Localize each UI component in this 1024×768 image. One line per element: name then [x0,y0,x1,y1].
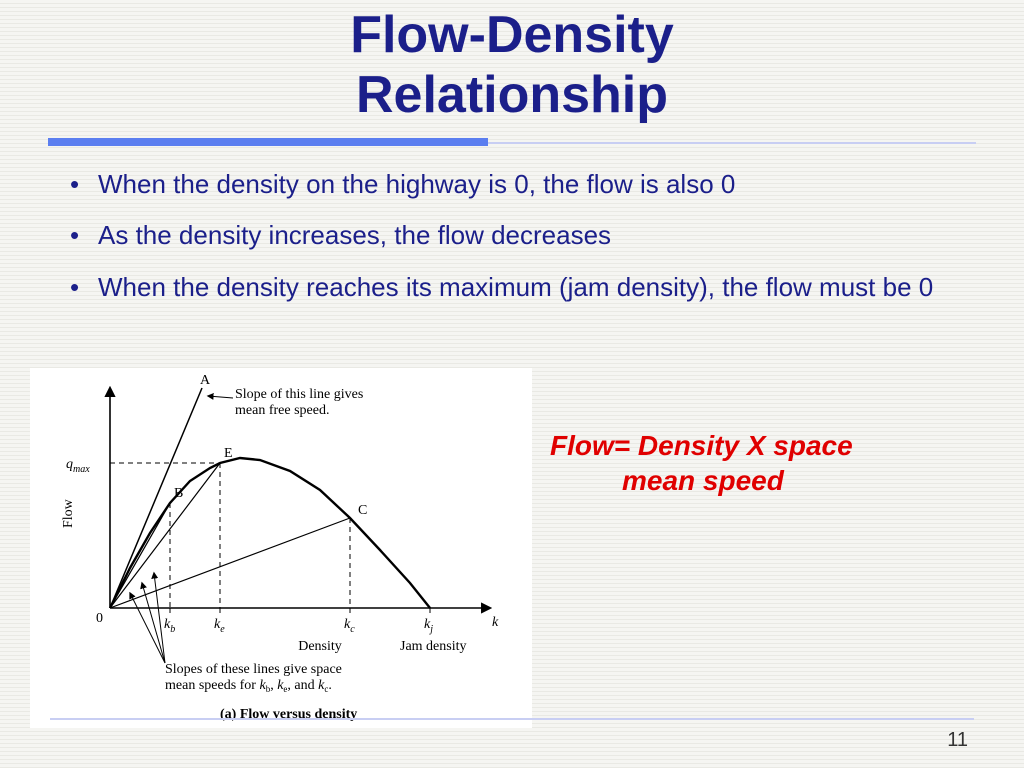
svg-text:Slopes of these lines give spa: Slopes of these lines give space [165,662,342,677]
bullet-item: When the density reaches its maximum (ja… [70,271,964,305]
svg-text:ke: ke [214,617,225,635]
svg-text:A: A [200,373,211,388]
slide-title: Flow-Density Relationship [0,0,1024,126]
svg-text:E: E [224,446,233,461]
title-line-2: Relationship [356,66,668,124]
lower-region: Flow Density k 0 qmax A Slope of this line giv… [30,368,994,728]
svg-text:Jam density: Jam density [400,639,467,654]
bullet-item: As the density increases, the flow decre… [70,219,964,253]
svg-text:C: C [358,503,367,518]
title-underline [48,136,976,150]
formula-line-2: mean speed [550,463,990,498]
formula-line-1: Flow= Density X space [550,430,853,461]
svg-text:kb: kb [164,617,175,635]
footer-rule [50,718,974,720]
svg-text:mean speeds for kb, ke, and kc: mean speeds for kb, ke, and kc. [165,678,332,694]
svg-text:Flow: Flow [61,498,76,528]
svg-text:0: 0 [96,611,103,626]
svg-text:k: k [492,615,499,630]
rule-thick [48,138,488,146]
svg-text:kj: kj [424,617,433,635]
title-line-1: Flow-Density [350,6,674,64]
bullet-list: When the density on the highway is 0, th… [70,168,964,305]
formula-text: Flow= Density X space mean speed [550,428,990,498]
svg-text:B: B [174,486,183,501]
page-number: 11 [947,729,968,752]
svg-text:Density: Density [298,639,342,654]
svg-text:Slope of this line gives: Slope of this line gives [235,387,363,402]
svg-text:mean free speed.: mean free speed. [235,403,329,418]
flow-density-diagram: Flow Density k 0 qmax A Slope of this line giv… [30,368,532,728]
svg-text:qmax: qmax [66,457,90,475]
bullet-item: When the density on the highway is 0, th… [70,168,964,202]
svg-text:kc: kc [344,617,355,635]
